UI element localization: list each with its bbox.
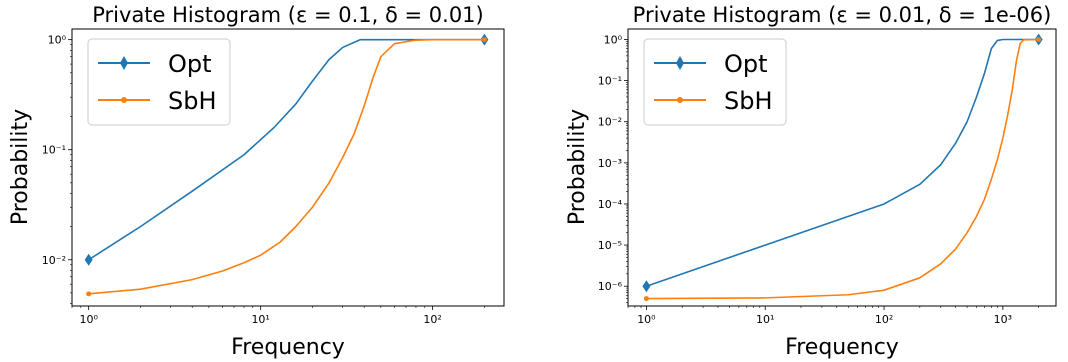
legend-label-opt: Opt: [168, 50, 212, 78]
legend-label-sbh: SbH: [168, 87, 217, 115]
y-tick-label: 10⁻²: [598, 116, 622, 129]
y-axis-label: Probability: [8, 109, 33, 225]
x-tick-label: 10²: [423, 313, 441, 326]
x-axis-label: Frequency: [231, 335, 345, 360]
axes-frame: [627, 28, 1057, 307]
y-tick-label: 10⁻³: [598, 157, 622, 170]
data-point-opt: [642, 280, 651, 293]
legend-marker-diamond-icon: [676, 56, 684, 70]
chart-title: Private Histogram (ε = 0.01, δ = 1e-06): [633, 3, 1052, 27]
data-point-sbh: [481, 37, 487, 43]
x-tick-label: 10³: [994, 313, 1012, 326]
y-tick-label: 10⁻¹: [598, 75, 622, 88]
legend: Opt SbH: [87, 38, 231, 126]
chart-left: Private Histogram (ε = 0.1, δ = 0.01) 10…: [8, 3, 505, 360]
chart-title: Private Histogram (ε = 0.1, δ = 0.01): [92, 3, 483, 27]
y-tick-label: 10⁻¹: [42, 144, 66, 157]
data-point-sbh: [1036, 36, 1042, 42]
y-tick-label: 10⁰: [48, 34, 67, 47]
data-point-sbh: [86, 291, 92, 297]
y-tick-label: 10⁻⁶: [598, 280, 623, 293]
axes-frame: [71, 28, 505, 307]
series-line-sbh: [88, 38, 485, 295]
legend-marker-diamond-icon: [120, 56, 128, 70]
y-tick-label: 10⁻⁵: [598, 239, 622, 252]
x-tick-label: 10⁰: [637, 313, 656, 326]
data-point-opt: [84, 253, 93, 266]
data-point-sbh: [643, 296, 649, 302]
legend: Opt SbH: [643, 38, 787, 126]
x-axis-label: Frequency: [785, 335, 899, 360]
legend-marker-dot-icon: [121, 97, 127, 103]
x-tick-label: 10⁰: [79, 313, 98, 326]
y-tick-label: 10⁻²: [42, 254, 66, 267]
chart-right: Private Histogram (ε = 0.01, δ = 1e-06) …: [565, 3, 1057, 360]
x-tick-label: 10¹: [756, 313, 774, 326]
legend-label-sbh: SbH: [724, 87, 773, 115]
legend-label-opt: Opt: [724, 50, 768, 78]
y-axis-label: Probability: [565, 109, 590, 225]
x-tick-label: 10¹: [251, 313, 269, 326]
legend-marker-dot-icon: [677, 97, 683, 103]
series-line-opt: [88, 38, 485, 261]
y-tick-label: 10⁻⁴: [598, 198, 623, 211]
series-line-opt: [646, 38, 1039, 287]
x-tick-label: 10²: [875, 313, 893, 326]
y-tick-label: 10⁰: [604, 33, 623, 46]
series-line-sbh: [646, 38, 1039, 300]
plot-area: 10⁰ 10¹ 10² 10⁻² 10⁻¹ 10⁰: [42, 33, 489, 326]
